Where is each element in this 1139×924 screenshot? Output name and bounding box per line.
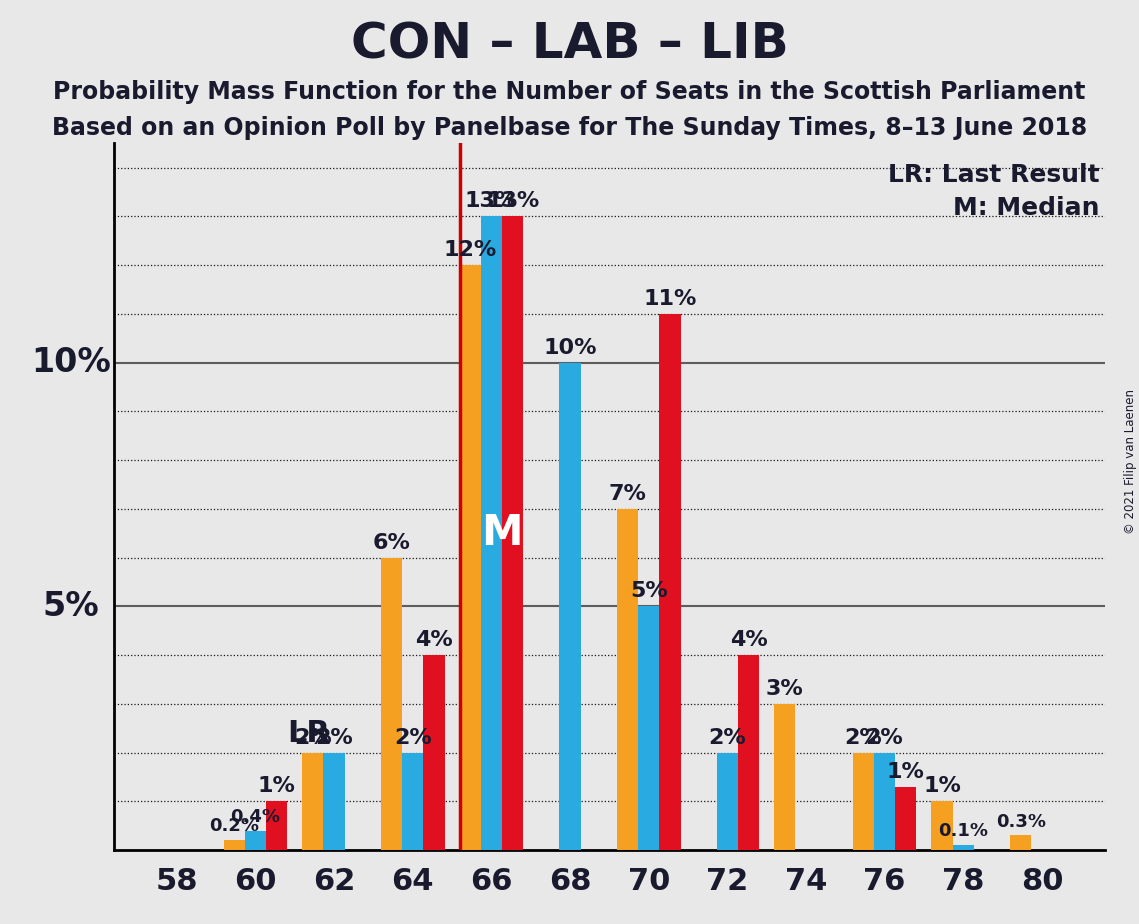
Bar: [853, 752, 874, 850]
Text: 1%: 1%: [887, 761, 925, 782]
Text: 5%: 5%: [630, 581, 667, 602]
Text: 10%: 10%: [543, 337, 597, 358]
Text: M: Median: M: Median: [953, 196, 1100, 220]
Bar: [245, 831, 267, 850]
Text: © 2021 Filip van Laenen: © 2021 Filip van Laenen: [1124, 390, 1137, 534]
Text: 5%: 5%: [42, 590, 99, 623]
Bar: [738, 655, 760, 850]
Bar: [502, 216, 523, 850]
Bar: [424, 655, 444, 850]
Text: 13%: 13%: [486, 191, 539, 212]
Bar: [559, 362, 581, 850]
Text: 4%: 4%: [415, 630, 453, 650]
Bar: [638, 606, 659, 850]
Text: 10%: 10%: [31, 346, 110, 379]
Text: 2%: 2%: [316, 728, 353, 748]
Bar: [874, 752, 895, 850]
Bar: [932, 801, 952, 850]
Bar: [617, 509, 638, 850]
Bar: [323, 752, 345, 850]
Text: 13%: 13%: [465, 191, 518, 212]
Text: 7%: 7%: [608, 484, 647, 504]
Bar: [952, 845, 974, 850]
Text: 3%: 3%: [765, 679, 804, 699]
Bar: [380, 557, 402, 850]
Text: 1%: 1%: [257, 776, 296, 796]
Text: LR: LR: [287, 719, 330, 748]
Bar: [716, 752, 738, 850]
Text: LR: Last Result: LR: Last Result: [888, 163, 1100, 187]
Text: M: M: [482, 512, 523, 554]
Text: 12%: 12%: [443, 240, 497, 261]
Text: 11%: 11%: [644, 289, 697, 309]
Text: 0.4%: 0.4%: [230, 808, 280, 826]
Text: 2%: 2%: [708, 728, 746, 748]
Bar: [302, 752, 323, 850]
Text: 2%: 2%: [294, 728, 331, 748]
Bar: [223, 840, 245, 850]
Text: 0.2%: 0.2%: [210, 818, 260, 835]
Bar: [481, 216, 502, 850]
Bar: [895, 786, 917, 850]
Text: 4%: 4%: [730, 630, 768, 650]
Text: 0.3%: 0.3%: [995, 812, 1046, 831]
Text: 0.1%: 0.1%: [939, 822, 989, 840]
Bar: [267, 801, 287, 850]
Text: Based on an Opinion Poll by Panelbase for The Sunday Times, 8–13 June 2018: Based on an Opinion Poll by Panelbase fo…: [52, 116, 1087, 140]
Bar: [402, 752, 424, 850]
Text: Probability Mass Function for the Number of Seats in the Scottish Parliament: Probability Mass Function for the Number…: [54, 80, 1085, 104]
Text: 1%: 1%: [923, 776, 961, 796]
Bar: [459, 265, 481, 850]
Bar: [775, 704, 795, 850]
Bar: [1010, 835, 1031, 850]
Text: 2%: 2%: [394, 728, 432, 748]
Bar: [659, 314, 680, 850]
Text: 2%: 2%: [866, 728, 903, 748]
Text: 6%: 6%: [372, 533, 410, 553]
Text: CON – LAB – LIB: CON – LAB – LIB: [351, 20, 788, 68]
Text: 2%: 2%: [844, 728, 883, 748]
